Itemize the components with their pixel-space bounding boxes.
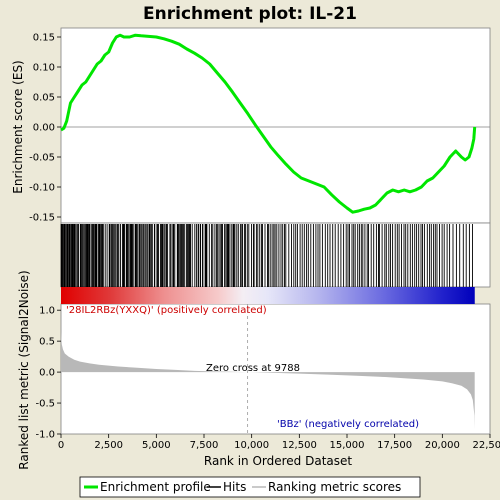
x-tick-label: 12,500 — [282, 440, 317, 451]
legend-box — [79, 476, 421, 498]
legend-label-ranking-metric: Ranking metric scores — [268, 480, 401, 494]
positive-correlation-label: '28IL2RBz(YXXQ)' (positively correlated) — [66, 305, 267, 316]
x-tick-label: 0 — [58, 440, 64, 451]
es-y-tick-label: 0.00 — [33, 123, 55, 134]
es-y-tick-label: 0.05 — [33, 93, 55, 104]
x-tick-label: 22,500 — [473, 440, 500, 451]
x-tick-label: 7,500 — [190, 440, 219, 451]
chart-title: Enrichment plot: IL-21 — [143, 4, 357, 24]
legend-label-hits: Hits — [223, 480, 246, 494]
es-y-tick-label: -0.05 — [29, 153, 55, 164]
es-y-tick-label: -0.15 — [29, 213, 55, 224]
x-tick-label: 17,500 — [377, 440, 412, 451]
ranked-y-tick-label: 0.5 — [39, 337, 55, 348]
rank-heatmap-strip — [61, 287, 475, 304]
enrichment-profile-line — [60, 33, 477, 214]
x-axis-title: Rank in Ordered Dataset — [204, 454, 352, 468]
negative-correlation-label: 'BBz' (negatively correlated) — [277, 419, 419, 430]
es-y-tick-label: 0.15 — [33, 33, 55, 44]
es-axis-title: Enrichment score (ES) — [11, 60, 25, 193]
ranked-axis-title: Ranked list metric (Signal2Noise) — [17, 270, 31, 469]
x-tick-label: 2,500 — [94, 440, 123, 451]
legend-label-enrichment-profile: Enrichment profile — [100, 480, 211, 494]
legend: Enrichment profile Hits Ranking metric s… — [79, 476, 421, 498]
es-y-tick-label: -0.10 — [29, 183, 55, 194]
ranked-y-tick-label: -0.5 — [35, 399, 55, 410]
x-tick-label: 15,000 — [330, 440, 365, 451]
ranked-y-tick-label: 0.0 — [39, 368, 55, 379]
zero-cross-label: Zero cross at 9788 — [206, 363, 300, 374]
x-tick-label: 5,000 — [142, 440, 171, 451]
x-tick-label: 10,000 — [234, 440, 269, 451]
ranked-y-tick-label: 1.0 — [39, 306, 55, 317]
es-y-tick-label: 0.10 — [33, 63, 55, 74]
x-tick-label: 20,000 — [425, 440, 460, 451]
enrichment-panel-bg — [60, 27, 491, 224]
ranked-y-tick-label: -1.0 — [35, 430, 55, 441]
